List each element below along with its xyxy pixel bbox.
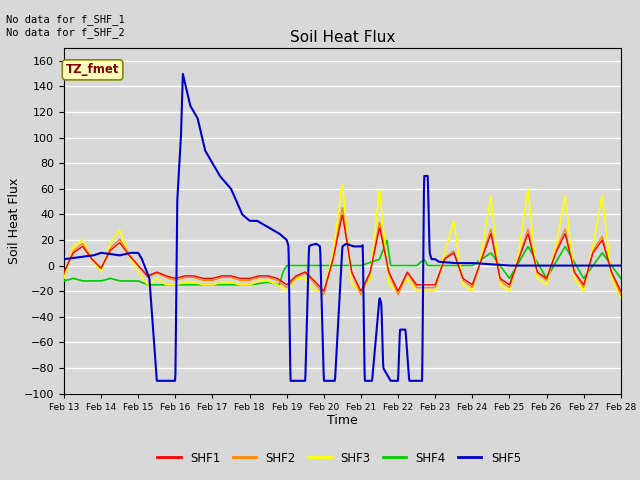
X-axis label: Time: Time bbox=[327, 414, 358, 427]
Y-axis label: Soil Heat Flux: Soil Heat Flux bbox=[8, 178, 21, 264]
Text: No data for f_SHF_1
No data for f_SHF_2: No data for f_SHF_1 No data for f_SHF_2 bbox=[6, 14, 125, 38]
Text: TZ_fmet: TZ_fmet bbox=[66, 63, 119, 76]
Legend: SHF1, SHF2, SHF3, SHF4, SHF5: SHF1, SHF2, SHF3, SHF4, SHF5 bbox=[153, 447, 525, 469]
Title: Soil Heat Flux: Soil Heat Flux bbox=[290, 30, 395, 46]
